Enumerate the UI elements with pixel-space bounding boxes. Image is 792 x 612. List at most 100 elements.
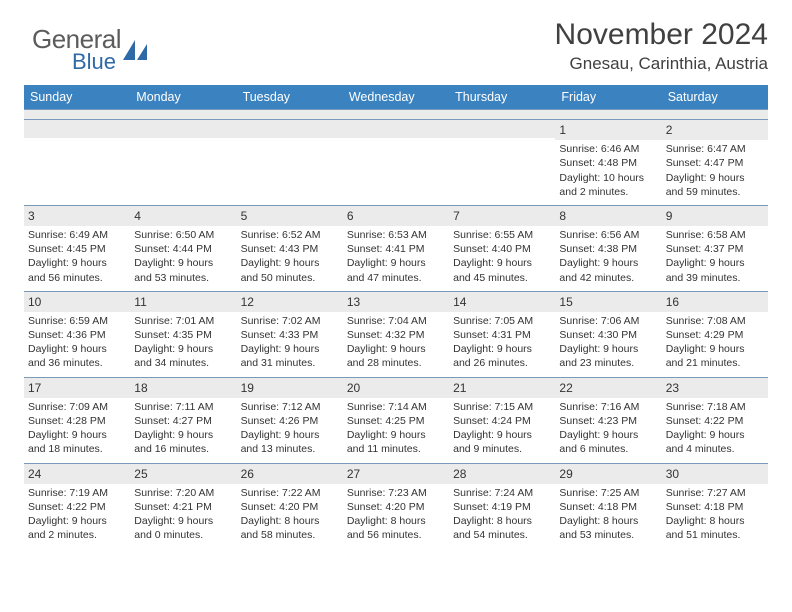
day-header: Sunday — [24, 85, 130, 110]
sunset-line: Sunset: 4:45 PM — [28, 242, 126, 256]
header: General Blue November 2024 Gnesau, Carin… — [24, 18, 768, 75]
day-number: 3 — [24, 206, 130, 226]
day-number: 28 — [449, 464, 555, 484]
sunset-line: Sunset: 4:19 PM — [453, 500, 551, 514]
day-cell: 18Sunrise: 7:11 AMSunset: 4:27 PMDayligh… — [130, 377, 236, 463]
daylight-line: Daylight: 9 hours and 36 minutes. — [28, 342, 126, 370]
daylight-line: Daylight: 9 hours and 16 minutes. — [134, 428, 232, 456]
daylight-line: Daylight: 9 hours and 56 minutes. — [28, 256, 126, 284]
sunrise-line: Sunrise: 6:46 AM — [559, 142, 657, 156]
sunset-line: Sunset: 4:26 PM — [241, 414, 339, 428]
sunset-line: Sunset: 4:35 PM — [134, 328, 232, 342]
day-number: 5 — [237, 206, 343, 226]
sunrise-line: Sunrise: 7:04 AM — [347, 314, 445, 328]
daylight-line: Daylight: 9 hours and 11 minutes. — [347, 428, 445, 456]
sunset-line: Sunset: 4:18 PM — [666, 500, 764, 514]
day-cell: 22Sunrise: 7:16 AMSunset: 4:23 PMDayligh… — [555, 377, 661, 463]
daylight-line: Daylight: 9 hours and 9 minutes. — [453, 428, 551, 456]
sunrise-line: Sunrise: 6:58 AM — [666, 228, 764, 242]
title-block: November 2024 Gnesau, Carinthia, Austria — [555, 18, 768, 74]
day-number-blank — [343, 120, 449, 138]
sunrise-line: Sunrise: 6:50 AM — [134, 228, 232, 242]
sunrise-line: Sunrise: 7:22 AM — [241, 486, 339, 500]
sunset-line: Sunset: 4:44 PM — [134, 242, 232, 256]
daylight-line: Daylight: 9 hours and 53 minutes. — [134, 256, 232, 284]
sunrise-line: Sunrise: 7:02 AM — [241, 314, 339, 328]
day-number-blank — [449, 120, 555, 138]
week-row: 24Sunrise: 7:19 AMSunset: 4:22 PMDayligh… — [24, 463, 768, 548]
sunrise-line: Sunrise: 7:24 AM — [453, 486, 551, 500]
day-number: 8 — [555, 206, 661, 226]
day-cell: 16Sunrise: 7:08 AMSunset: 4:29 PMDayligh… — [662, 291, 768, 377]
daylight-line: Daylight: 9 hours and 39 minutes. — [666, 256, 764, 284]
day-header: Friday — [555, 85, 661, 110]
sunset-line: Sunset: 4:40 PM — [453, 242, 551, 256]
day-number-blank — [237, 120, 343, 138]
day-cell: 11 Sunrise: 7:01 AMSunset: 4:35 PMDayligh… — [130, 291, 236, 377]
calendar-table: SundayMondayTuesdayWednesdayThursdayFrid… — [24, 85, 768, 548]
day-number: 19 — [237, 378, 343, 398]
sunrise-line: Sunrise: 7:23 AM — [347, 486, 445, 500]
sunset-line: Sunset: 4:37 PM — [666, 242, 764, 256]
day-number: 15 — [555, 292, 661, 312]
day-cell: 12Sunrise: 7:02 AMSunset: 4:33 PMDayligh… — [237, 291, 343, 377]
day-cell: 7Sunrise: 6:55 AMSunset: 4:40 PMDaylight… — [449, 205, 555, 291]
sunrise-line: Sunrise: 7:09 AM — [28, 400, 126, 414]
day-number: 9 — [662, 206, 768, 226]
logo-text: General Blue — [32, 24, 121, 75]
sunrise-line: Sunrise: 7:06 AM — [559, 314, 657, 328]
sunrise-line: Sunrise: 6:49 AM — [28, 228, 126, 242]
calendar-head: SundayMondayTuesdayWednesdayThursdayFrid… — [24, 85, 768, 110]
day-cell: 24Sunrise: 7:19 AMSunset: 4:22 PMDayligh… — [24, 463, 130, 548]
spacer-row — [24, 110, 768, 120]
daylight-line: Daylight: 9 hours and 50 minutes. — [241, 256, 339, 284]
day-number: 20 — [343, 378, 449, 398]
day-cell: 2Sunrise: 6:47 AMSunset: 4:47 PMDaylight… — [662, 120, 768, 206]
daylight-line: Daylight: 9 hours and 18 minutes. — [28, 428, 126, 456]
daylight-line: Daylight: 9 hours and 34 minutes. — [134, 342, 232, 370]
sunset-line: Sunset: 4:38 PM — [559, 242, 657, 256]
daylight-line: Daylight: 9 hours and 2 minutes. — [28, 514, 126, 542]
day-cell: 1Sunrise: 6:46 AMSunset: 4:48 PMDaylight… — [555, 120, 661, 206]
day-header: Saturday — [662, 85, 768, 110]
logo-text-sub: Blue — [72, 49, 121, 75]
day-cell: 3 Sunrise: 6:49 AMSunset: 4:45 PMDaylight… — [24, 205, 130, 291]
week-row: 1Sunrise: 6:46 AMSunset: 4:48 PMDaylight… — [24, 120, 768, 206]
day-number: 21 — [449, 378, 555, 398]
sunset-line: Sunset: 4:41 PM — [347, 242, 445, 256]
sunrise-line: Sunrise: 7:01 AM — [134, 314, 232, 328]
day-cell: 21Sunrise: 7:15 AMSunset: 4:24 PMDayligh… — [449, 377, 555, 463]
day-cell: 6Sunrise: 6:53 AMSunset: 4:41 PMDaylight… — [343, 205, 449, 291]
day-cell: 17Sunrise: 7:09 AMSunset: 4:28 PMDayligh… — [24, 377, 130, 463]
sunrise-line: Sunrise: 6:47 AM — [666, 142, 764, 156]
calendar-body: 1Sunrise: 6:46 AMSunset: 4:48 PMDaylight… — [24, 110, 768, 549]
day-number: 16 — [662, 292, 768, 312]
daylight-line: Daylight: 8 hours and 51 minutes. — [666, 514, 764, 542]
sunset-line: Sunset: 4:20 PM — [241, 500, 339, 514]
daylight-line: Daylight: 8 hours and 54 minutes. — [453, 514, 551, 542]
day-number: 26 — [237, 464, 343, 484]
day-header-row: SundayMondayTuesdayWednesdayThursdayFrid… — [24, 85, 768, 110]
sunrise-line: Sunrise: 6:59 AM — [28, 314, 126, 328]
day-cell: 13Sunrise: 7:04 AMSunset: 4:32 PMDayligh… — [343, 291, 449, 377]
sunrise-line: Sunrise: 7:11 AM — [134, 400, 232, 414]
sunrise-line: Sunrise: 7:15 AM — [453, 400, 551, 414]
day-number: 6 — [343, 206, 449, 226]
day-number: 11 — [130, 292, 236, 312]
day-cell: 8Sunrise: 6:56 AMSunset: 4:38 PMDaylight… — [555, 205, 661, 291]
sunset-line: Sunset: 4:18 PM — [559, 500, 657, 514]
day-number: 12 — [237, 292, 343, 312]
daylight-line: Daylight: 9 hours and 4 minutes. — [666, 428, 764, 456]
sunrise-line: Sunrise: 7:19 AM — [28, 486, 126, 500]
day-header: Monday — [130, 85, 236, 110]
sunrise-line: Sunrise: 6:56 AM — [559, 228, 657, 242]
day-header: Thursday — [449, 85, 555, 110]
day-cell: 9 Sunrise: 6:58 AMSunset: 4:37 PMDaylight… — [662, 205, 768, 291]
sunrise-line: Sunrise: 7:18 AM — [666, 400, 764, 414]
day-header: Wednesday — [343, 85, 449, 110]
day-number: 14 — [449, 292, 555, 312]
daylight-line: Daylight: 9 hours and 6 minutes. — [559, 428, 657, 456]
daylight-line: Daylight: 9 hours and 47 minutes. — [347, 256, 445, 284]
day-number: 22 — [555, 378, 661, 398]
day-cell: 26Sunrise: 7:22 AMSunset: 4:20 PMDayligh… — [237, 463, 343, 548]
